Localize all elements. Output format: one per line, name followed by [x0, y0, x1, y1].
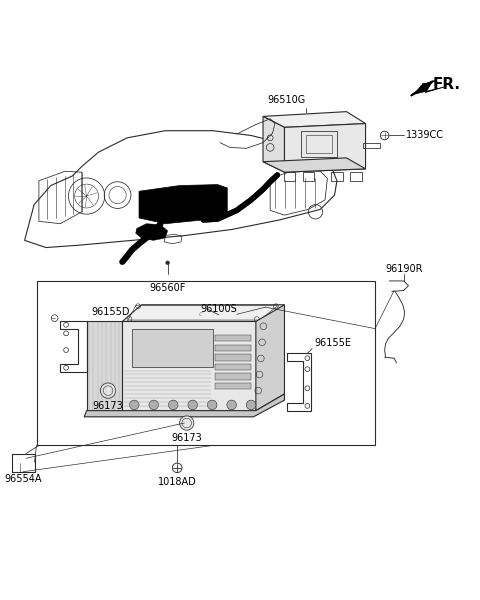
- Bar: [216, 355, 251, 361]
- Text: 96155D: 96155D: [91, 307, 130, 317]
- Bar: [216, 335, 251, 341]
- Polygon shape: [139, 185, 227, 224]
- Text: 96173: 96173: [93, 401, 123, 411]
- Text: 1339CC: 1339CC: [406, 130, 444, 140]
- Circle shape: [166, 261, 169, 265]
- Circle shape: [227, 400, 236, 410]
- Polygon shape: [285, 124, 366, 172]
- Bar: [301, 131, 337, 157]
- Bar: [306, 135, 332, 153]
- Text: c: c: [199, 311, 203, 317]
- Polygon shape: [136, 224, 168, 241]
- Text: 96560F: 96560F: [149, 283, 186, 293]
- Bar: [216, 383, 251, 389]
- Bar: [216, 345, 251, 351]
- Polygon shape: [256, 305, 285, 410]
- Circle shape: [130, 400, 139, 410]
- Polygon shape: [263, 158, 366, 172]
- Circle shape: [149, 400, 158, 410]
- Polygon shape: [411, 80, 435, 96]
- Text: 96100S: 96100S: [200, 304, 237, 314]
- Polygon shape: [122, 305, 285, 322]
- Bar: [216, 373, 251, 380]
- Text: 96190R: 96190R: [385, 264, 422, 274]
- Text: 96173: 96173: [171, 433, 202, 443]
- Bar: [12, 454, 35, 472]
- Polygon shape: [84, 394, 285, 417]
- Text: 96510G: 96510G: [268, 95, 306, 106]
- Circle shape: [168, 400, 178, 410]
- Circle shape: [246, 400, 256, 410]
- Text: 96155E: 96155E: [314, 338, 351, 347]
- Polygon shape: [411, 80, 446, 95]
- Polygon shape: [263, 116, 285, 172]
- Circle shape: [207, 400, 217, 410]
- Bar: [132, 329, 213, 367]
- Circle shape: [100, 383, 116, 398]
- Bar: [216, 364, 251, 370]
- Bar: [36, 281, 375, 445]
- Text: FR.: FR.: [433, 77, 461, 92]
- Text: 96554A: 96554A: [4, 474, 42, 484]
- Circle shape: [180, 416, 194, 430]
- Polygon shape: [263, 112, 366, 127]
- Text: 1018AD: 1018AD: [158, 478, 197, 487]
- Polygon shape: [86, 322, 122, 410]
- Polygon shape: [122, 322, 256, 410]
- Circle shape: [188, 400, 197, 410]
